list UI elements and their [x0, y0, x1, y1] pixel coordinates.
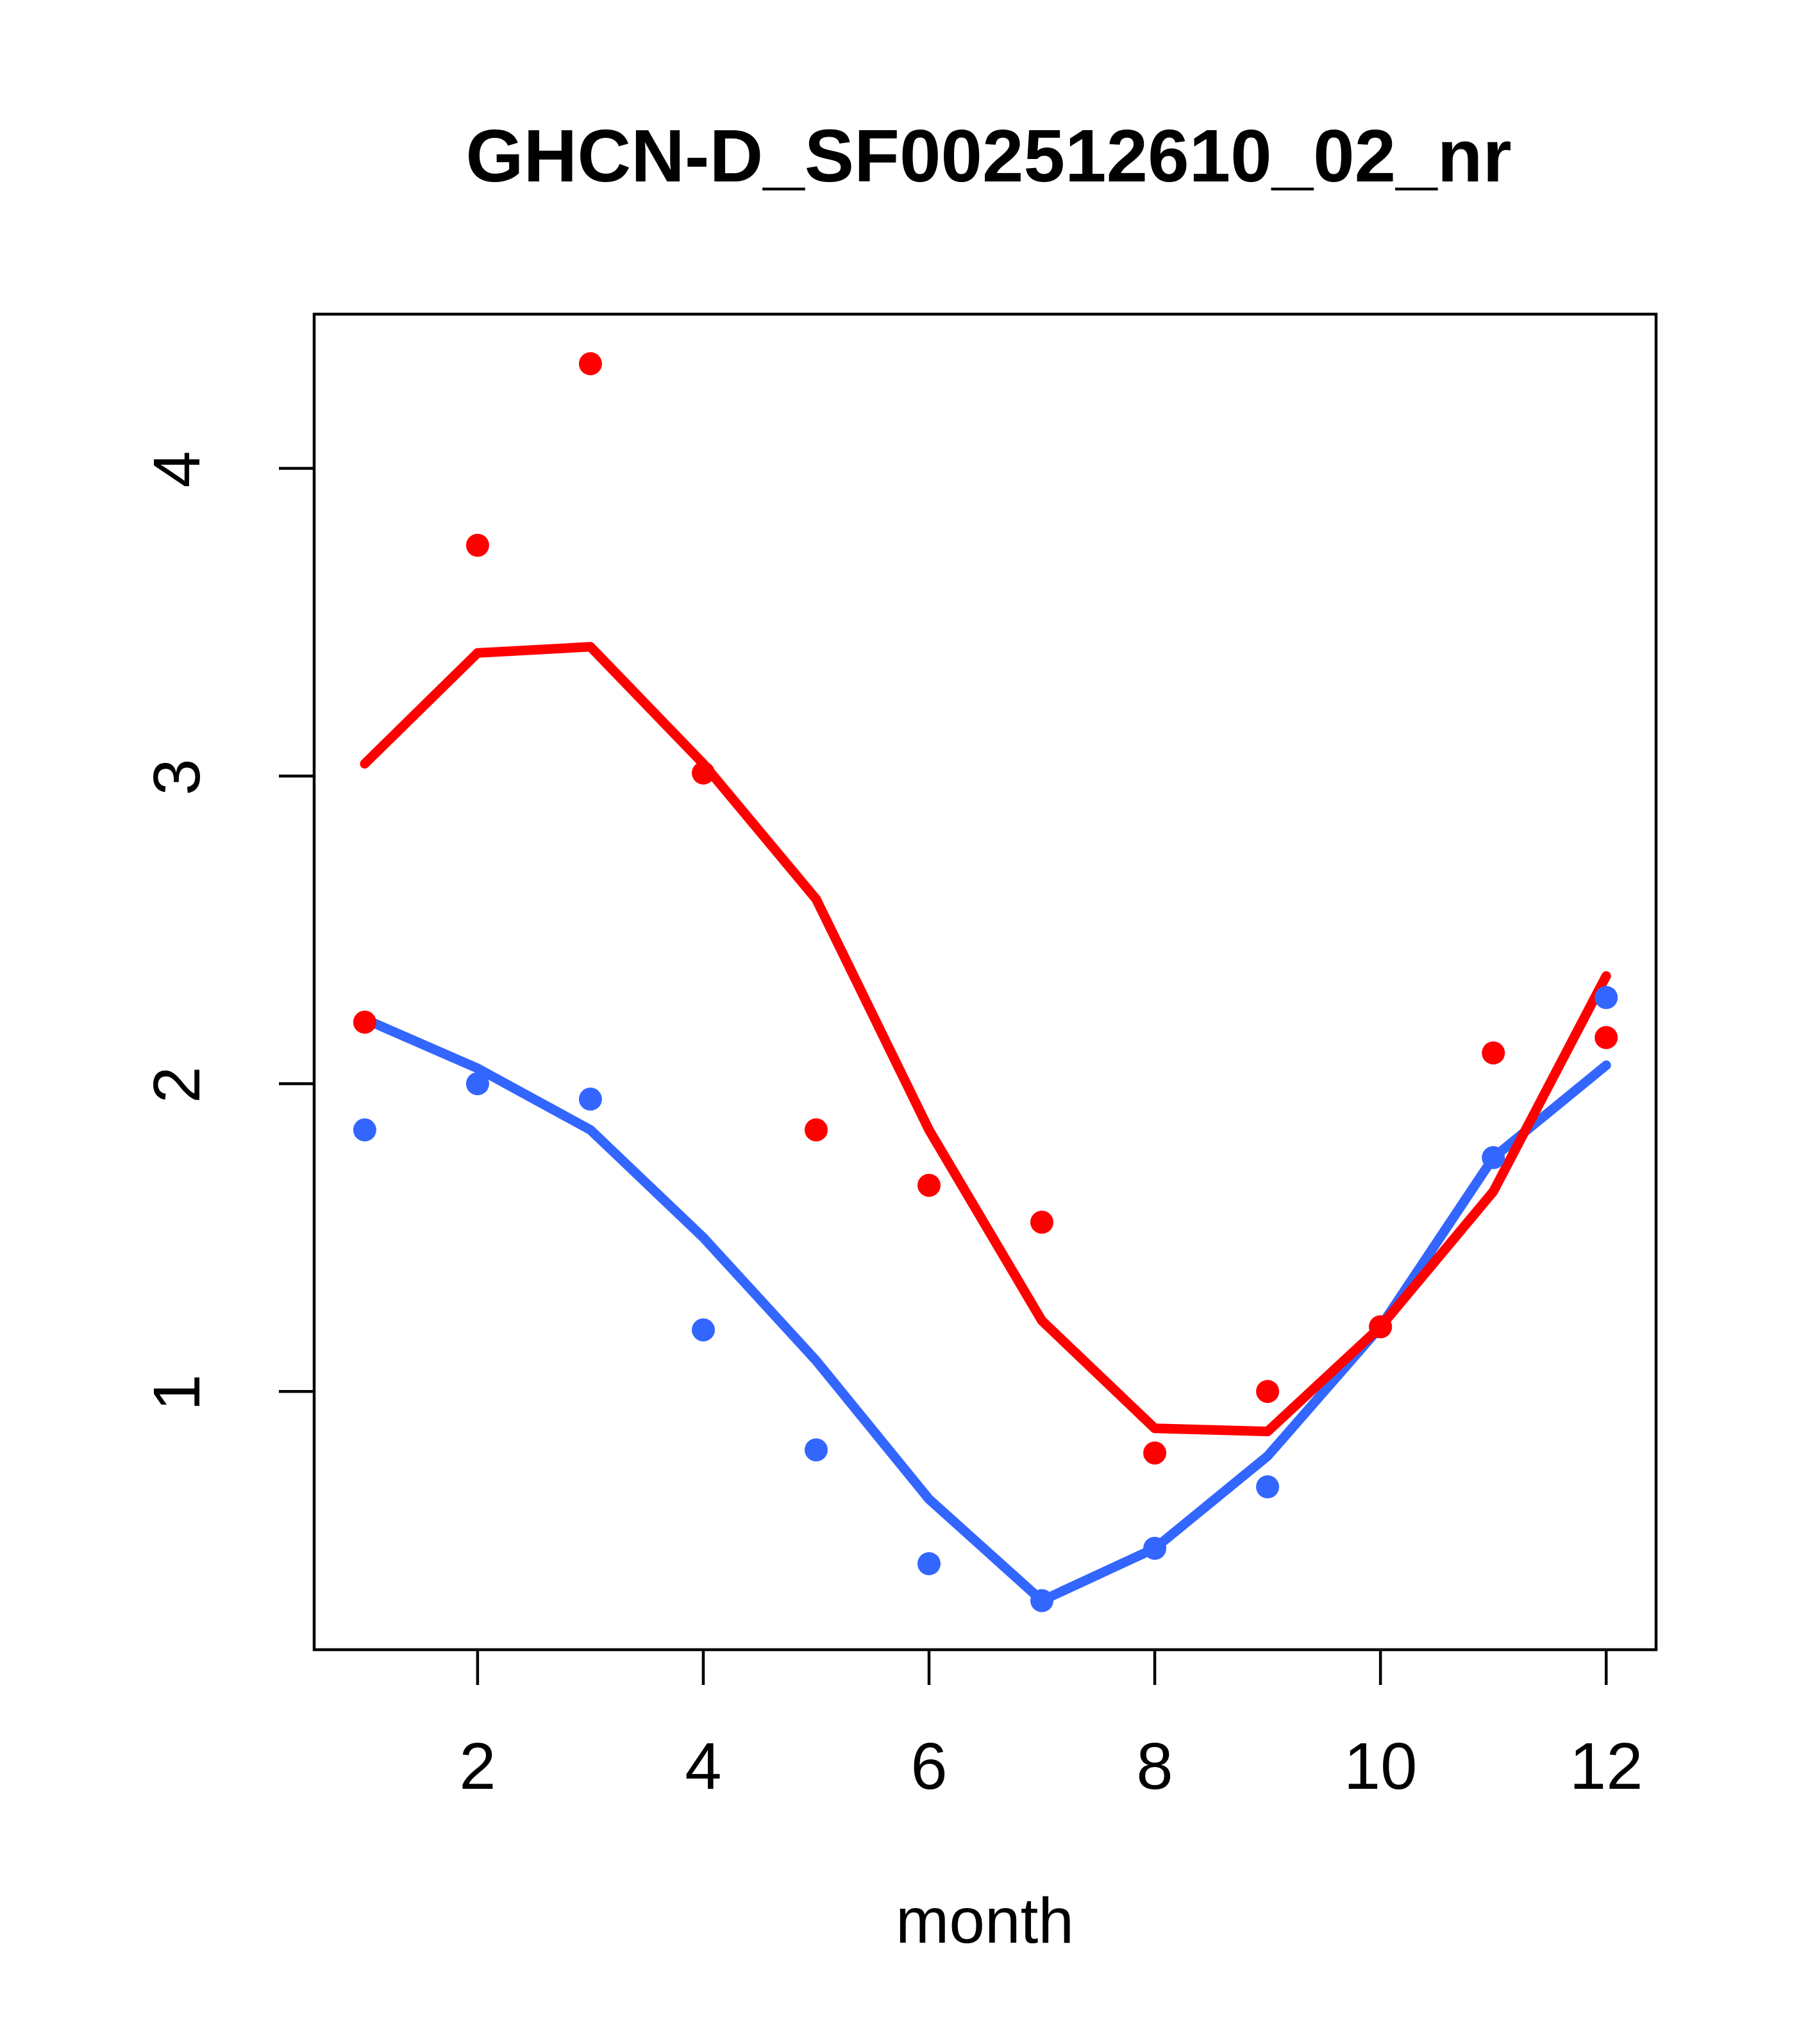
svg-text:12: 12 — [1570, 1729, 1643, 1803]
svg-text:2: 2 — [140, 1066, 214, 1103]
svg-text:10: 10 — [1344, 1729, 1418, 1803]
svg-text:3: 3 — [140, 758, 214, 795]
svg-text:4: 4 — [685, 1729, 721, 1803]
svg-text:GHCN-D_SF002512610_02_nr: GHCN-D_SF002512610_02_nr — [465, 114, 1511, 197]
svg-text:4: 4 — [140, 451, 214, 487]
svg-text:month: month — [896, 1885, 1074, 1957]
svg-text:1: 1 — [140, 1374, 214, 1411]
svg-text:2: 2 — [459, 1729, 496, 1803]
svg-text:6: 6 — [910, 1729, 947, 1803]
svg-text:8: 8 — [1136, 1729, 1173, 1803]
